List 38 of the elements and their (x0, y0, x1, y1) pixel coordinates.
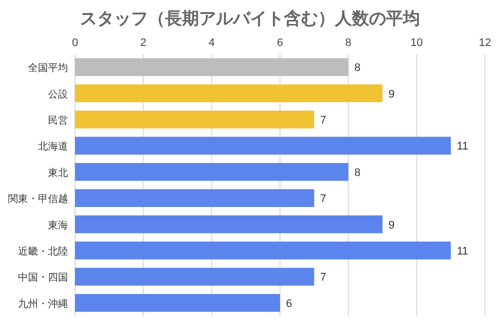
x-tick-label: 6 (276, 37, 284, 49)
data-label: 11 (456, 246, 468, 258)
y-tick-label: 全国平均 (28, 62, 68, 74)
data-label: 7 (320, 114, 326, 126)
bar (75, 242, 451, 260)
data-label: 9 (388, 88, 395, 100)
y-tick-label: 中国・四国 (18, 272, 68, 284)
bar (75, 136, 451, 155)
x-tick-label: 0 (72, 37, 78, 49)
y-tick-label: 公設 (48, 88, 68, 100)
bar (75, 110, 314, 128)
y-tick-label: 九州・沖縄 (18, 298, 68, 310)
bar (75, 294, 280, 312)
y-tick-label: 東海 (48, 219, 68, 232)
x-tick-label: 12 (478, 37, 492, 49)
data-label: 6 (286, 298, 292, 310)
x-tick-label: 8 (345, 37, 352, 49)
y-tick-label: 東北 (48, 166, 68, 179)
data-label: 8 (354, 62, 360, 74)
bar (75, 58, 348, 76)
data-label: 8 (354, 166, 360, 179)
y-tick-label: 関東・甲信越 (8, 193, 68, 206)
bar (75, 268, 314, 286)
x-tick-label: 4 (208, 37, 215, 49)
data-label: 7 (320, 272, 326, 284)
bar (75, 162, 348, 181)
y-tick-label: 北海道 (38, 140, 68, 153)
y-tick-label: 民営 (48, 114, 68, 126)
bar (75, 189, 314, 208)
bar (75, 215, 382, 234)
x-tick-label: 10 (410, 37, 423, 49)
data-label: 11 (456, 140, 468, 153)
bar (75, 84, 382, 102)
y-tick-label: 近畿・北陸 (18, 246, 68, 258)
chart-title: スタッフ（長期アルバイト含む）人数の平均 (80, 9, 420, 28)
data-label: 9 (388, 219, 395, 232)
data-label: 7 (320, 193, 326, 206)
x-tick-label: 2 (140, 37, 146, 49)
